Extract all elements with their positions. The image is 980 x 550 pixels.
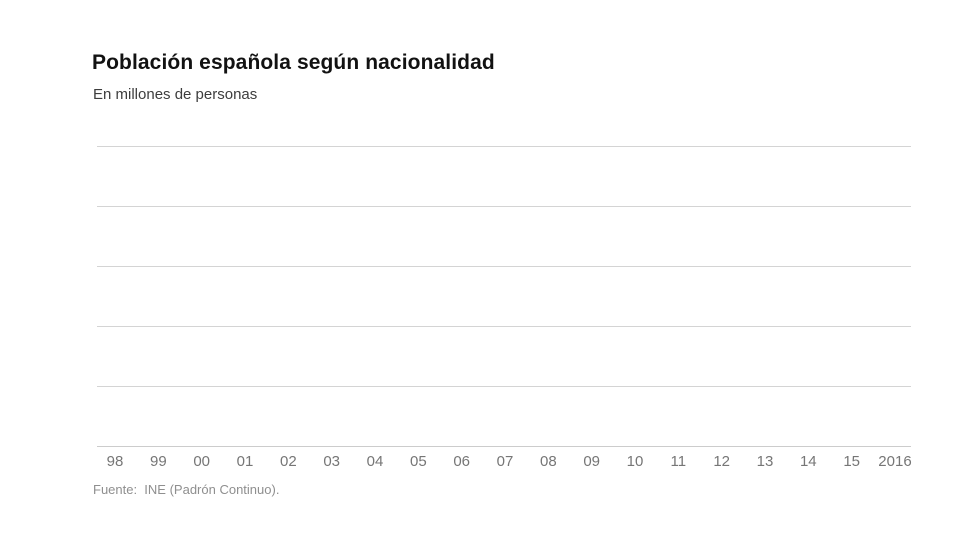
- x-axis-tick-label: 03: [323, 453, 340, 470]
- x-axis-tick-label: 98: [106, 453, 124, 470]
- x-axis-tick-label: 12: [713, 453, 730, 470]
- x-axis-tick-label: 2016: [878, 453, 912, 470]
- plot-area: [97, 146, 911, 447]
- gridline: [97, 206, 911, 207]
- x-axis-tick-label: 99: [149, 453, 167, 470]
- gridline: [97, 146, 911, 147]
- x-axis-tick-label: 05: [409, 453, 427, 470]
- x-axis-tick-label: 08: [539, 453, 557, 470]
- x-axis-tick-label: 00: [193, 453, 210, 470]
- gridline: [97, 266, 911, 267]
- x-axis-tick-label: 15: [843, 453, 860, 470]
- source-note: Fuente: INE (Padrón Continuo).: [93, 482, 280, 497]
- x-axis-tick-label: 06: [453, 453, 470, 470]
- x-axis-line: [97, 446, 911, 447]
- x-axis-tick-label: 10: [626, 453, 644, 470]
- x-axis-tick-label: 07: [496, 453, 514, 470]
- x-axis-tick-label: 11: [670, 453, 687, 470]
- chart-subtitle: En millones de personas: [93, 86, 258, 103]
- x-axis-tick-label: 01: [236, 453, 254, 470]
- gridline: [97, 386, 911, 387]
- x-axis-tick-label: 04: [366, 453, 384, 470]
- x-axis-tick-label: 09: [583, 453, 600, 470]
- gridline: [97, 326, 911, 327]
- x-axis-tick-label: 02: [279, 453, 297, 470]
- x-axis-tick-label: 13: [756, 453, 774, 470]
- chart-title: Población española según nacionalidad: [92, 51, 495, 74]
- x-axis-tick-label: 14: [799, 453, 817, 470]
- x-axis-labels: 98 99 00 01 02 03 04 05 06 07 08 09 10 11 12 13 14 15 2016: [97, 453, 912, 473]
